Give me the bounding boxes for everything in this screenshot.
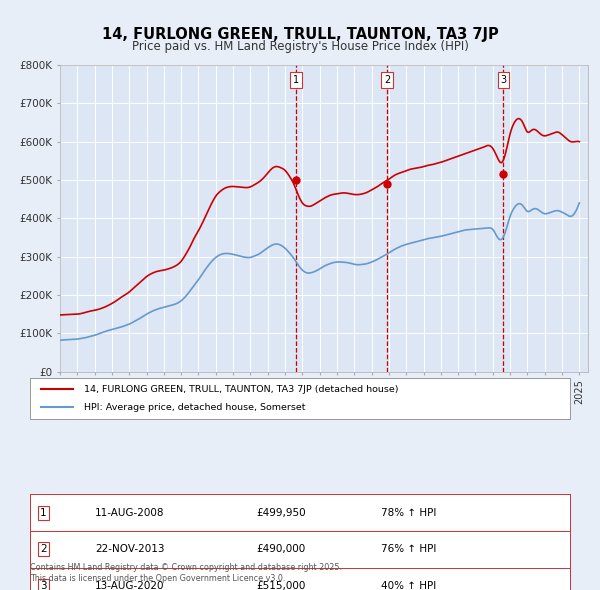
Text: 76% ↑ HPI: 76% ↑ HPI bbox=[381, 545, 436, 554]
Text: 3: 3 bbox=[40, 581, 47, 590]
Text: 11-AUG-2008: 11-AUG-2008 bbox=[95, 508, 164, 517]
Text: Contains HM Land Registry data © Crown copyright and database right 2025.
This d: Contains HM Land Registry data © Crown c… bbox=[30, 563, 342, 583]
Text: 2: 2 bbox=[384, 76, 390, 85]
Text: 14, FURLONG GREEN, TRULL, TAUNTON, TA3 7JP: 14, FURLONG GREEN, TRULL, TAUNTON, TA3 7… bbox=[101, 27, 499, 41]
Text: £499,950: £499,950 bbox=[257, 508, 307, 517]
Text: £515,000: £515,000 bbox=[257, 581, 306, 590]
Text: 40% ↑ HPI: 40% ↑ HPI bbox=[381, 581, 436, 590]
Text: HPI: Average price, detached house, Somerset: HPI: Average price, detached house, Some… bbox=[84, 403, 305, 412]
Text: 78% ↑ HPI: 78% ↑ HPI bbox=[381, 508, 436, 517]
Text: 2: 2 bbox=[40, 545, 47, 554]
Text: 22-NOV-2013: 22-NOV-2013 bbox=[95, 545, 164, 554]
Text: 1: 1 bbox=[40, 508, 47, 517]
Text: 1: 1 bbox=[293, 76, 299, 85]
Text: Price paid vs. HM Land Registry's House Price Index (HPI): Price paid vs. HM Land Registry's House … bbox=[131, 40, 469, 53]
Text: £490,000: £490,000 bbox=[257, 545, 306, 554]
Text: 13-AUG-2020: 13-AUG-2020 bbox=[95, 581, 164, 590]
Text: 14, FURLONG GREEN, TRULL, TAUNTON, TA3 7JP (detached house): 14, FURLONG GREEN, TRULL, TAUNTON, TA3 7… bbox=[84, 385, 398, 394]
Text: 3: 3 bbox=[500, 76, 506, 85]
